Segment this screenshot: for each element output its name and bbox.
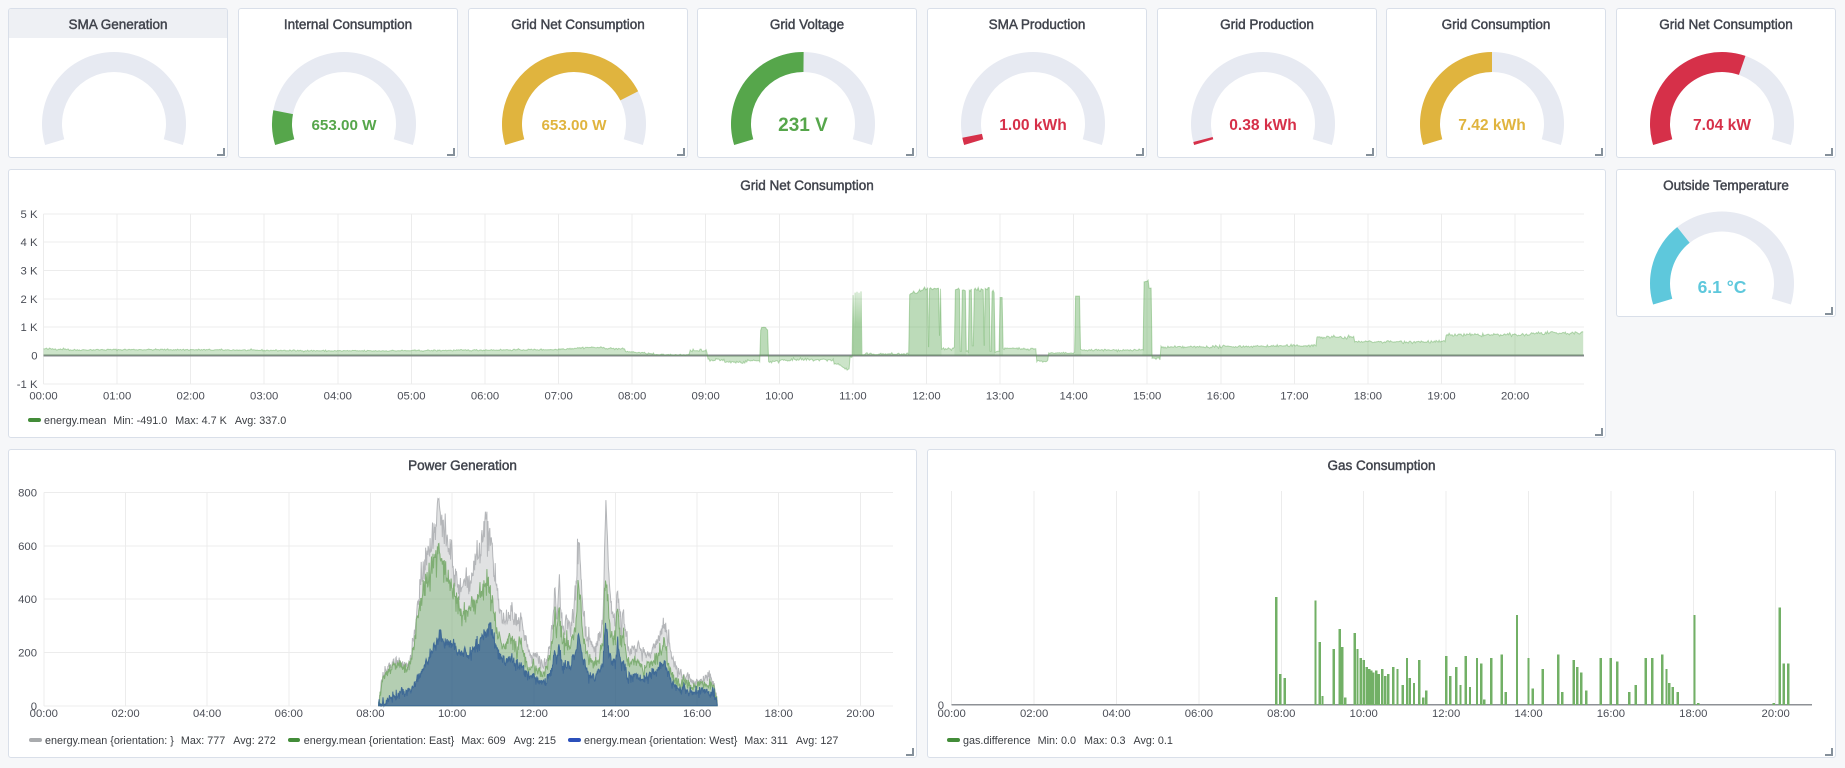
- svg-text:02:00: 02:00: [177, 391, 205, 403]
- svg-text:07:00: 07:00: [544, 391, 572, 403]
- svg-text:-1 K: -1 K: [17, 379, 38, 391]
- svg-text:03:00: 03:00: [250, 391, 278, 403]
- svg-text:0: 0: [938, 700, 944, 712]
- svg-text:16:00: 16:00: [683, 708, 711, 720]
- svg-text:00:00: 00:00: [29, 391, 57, 403]
- svg-text:16:00: 16:00: [1207, 391, 1235, 403]
- svg-text:05:00: 05:00: [397, 391, 425, 403]
- svg-text:02:00: 02:00: [1020, 708, 1048, 720]
- svg-text:20:00: 20:00: [1762, 708, 1790, 720]
- svg-text:400: 400: [18, 594, 37, 606]
- svg-text:14:00: 14:00: [1059, 391, 1087, 403]
- svg-text:20:00: 20:00: [1501, 391, 1529, 403]
- svg-text:08:00: 08:00: [1267, 708, 1295, 720]
- svg-text:18:00: 18:00: [1679, 708, 1707, 720]
- svg-text:08:00: 08:00: [356, 708, 384, 720]
- svg-text:14:00: 14:00: [601, 708, 629, 720]
- svg-text:02:00: 02:00: [111, 708, 139, 720]
- svg-text:10:00: 10:00: [765, 391, 793, 403]
- svg-text:15:00: 15:00: [1133, 391, 1161, 403]
- svg-text:08:00: 08:00: [618, 391, 646, 403]
- svg-text:06:00: 06:00: [1185, 708, 1213, 720]
- svg-text:600: 600: [18, 541, 37, 553]
- svg-text:12:00: 12:00: [912, 391, 940, 403]
- svg-text:06:00: 06:00: [275, 708, 303, 720]
- svg-text:17:00: 17:00: [1280, 391, 1308, 403]
- svg-text:0: 0: [31, 701, 37, 713]
- svg-text:0: 0: [31, 351, 37, 363]
- svg-text:04:00: 04:00: [1102, 708, 1130, 720]
- svg-text:19:00: 19:00: [1427, 391, 1455, 403]
- svg-text:00:00: 00:00: [30, 708, 58, 720]
- svg-text:18:00: 18:00: [1354, 391, 1382, 403]
- svg-text:4 K: 4 K: [21, 237, 38, 249]
- svg-text:13:00: 13:00: [986, 391, 1014, 403]
- svg-text:800: 800: [18, 488, 37, 500]
- svg-text:12:00: 12:00: [1432, 708, 1460, 720]
- svg-text:04:00: 04:00: [324, 391, 352, 403]
- svg-text:1 K: 1 K: [21, 322, 38, 334]
- svg-text:20:00: 20:00: [846, 708, 874, 720]
- svg-text:09:00: 09:00: [692, 391, 720, 403]
- svg-text:2 K: 2 K: [21, 294, 38, 306]
- svg-text:10:00: 10:00: [1350, 708, 1378, 720]
- svg-text:200: 200: [18, 648, 37, 660]
- svg-text:16:00: 16:00: [1597, 708, 1625, 720]
- svg-text:00:00: 00:00: [938, 708, 966, 720]
- svg-text:3 K: 3 K: [21, 266, 38, 278]
- svg-text:04:00: 04:00: [193, 708, 221, 720]
- svg-text:01:00: 01:00: [103, 391, 131, 403]
- svg-text:5 K: 5 K: [21, 209, 38, 221]
- svg-text:06:00: 06:00: [471, 391, 499, 403]
- svg-text:18:00: 18:00: [765, 708, 793, 720]
- svg-text:10:00: 10:00: [438, 708, 466, 720]
- svg-text:12:00: 12:00: [520, 708, 548, 720]
- svg-text:11:00: 11:00: [839, 391, 866, 403]
- svg-text:14:00: 14:00: [1514, 708, 1542, 720]
